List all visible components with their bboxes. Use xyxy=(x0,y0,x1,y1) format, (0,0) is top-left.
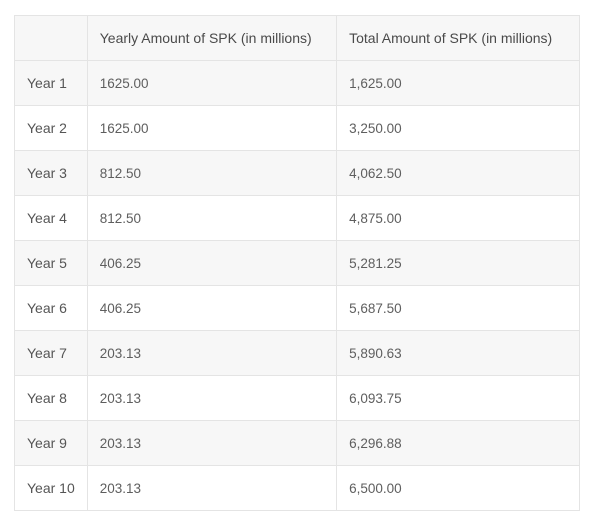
total-amount-cell: 5,281.25 xyxy=(336,240,580,286)
total-amount-cell: 6,296.88 xyxy=(336,420,580,466)
year-cell: Year 8 xyxy=(14,375,88,421)
yearly-amount-cell: 203.13 xyxy=(86,375,338,421)
year-cell: Year 7 xyxy=(14,330,88,376)
spk-distribution-table: Yearly Amount of SPK (in millions) Total… xyxy=(14,15,580,511)
year-cell: Year 1 xyxy=(14,60,88,106)
total-amount-cell: 4,062.50 xyxy=(336,150,580,196)
header-yearly-amount: Yearly Amount of SPK (in millions) xyxy=(86,15,338,61)
yearly-amount-cell: 203.13 xyxy=(86,420,338,466)
total-amount-cell: 4,875.00 xyxy=(336,195,580,241)
table-body: Year 1 1625.00 1,625.00 Year 2 1625.00 3… xyxy=(14,60,580,511)
year-cell: Year 6 xyxy=(14,285,88,331)
year-cell: Year 3 xyxy=(14,150,88,196)
year-cell: Year 4 xyxy=(14,195,88,241)
table-row: Year 4 812.50 4,875.00 xyxy=(14,195,580,241)
header-total-amount: Total Amount of SPK (in millions) xyxy=(336,15,580,61)
table-row: Year 9 203.13 6,296.88 xyxy=(14,420,580,466)
table-row: Year 3 812.50 4,062.50 xyxy=(14,150,580,196)
total-amount-cell: 3,250.00 xyxy=(336,105,580,151)
yearly-amount-cell: 1625.00 xyxy=(86,105,338,151)
year-cell: Year 2 xyxy=(14,105,88,151)
table-row: Year 2 1625.00 3,250.00 xyxy=(14,105,580,151)
table-row: Year 6 406.25 5,687.50 xyxy=(14,285,580,331)
table-row: Year 7 203.13 5,890.63 xyxy=(14,330,580,376)
table-row: Year 5 406.25 5,281.25 xyxy=(14,240,580,286)
year-cell: Year 10 xyxy=(14,465,88,511)
yearly-amount-cell: 203.13 xyxy=(86,465,338,511)
total-amount-cell: 6,500.00 xyxy=(336,465,580,511)
yearly-amount-cell: 1625.00 xyxy=(86,60,338,106)
total-amount-cell: 5,687.50 xyxy=(336,285,580,331)
table-row: Year 10 203.13 6,500.00 xyxy=(14,465,580,511)
table-header: Yearly Amount of SPK (in millions) Total… xyxy=(14,15,580,61)
table-row: Year 8 203.13 6,093.75 xyxy=(14,375,580,421)
yearly-amount-cell: 812.50 xyxy=(86,150,338,196)
yearly-amount-cell: 406.25 xyxy=(86,285,338,331)
yearly-amount-cell: 812.50 xyxy=(86,195,338,241)
yearly-amount-cell: 406.25 xyxy=(86,240,338,286)
yearly-amount-cell: 203.13 xyxy=(86,330,338,376)
total-amount-cell: 6,093.75 xyxy=(336,375,580,421)
spk-table-container: Yearly Amount of SPK (in millions) Total… xyxy=(14,15,580,511)
header-corner-cell xyxy=(14,15,88,61)
table-row: Year 1 1625.00 1,625.00 xyxy=(14,60,580,106)
total-amount-cell: 5,890.63 xyxy=(336,330,580,376)
total-amount-cell: 1,625.00 xyxy=(336,60,580,106)
header-row: Yearly Amount of SPK (in millions) Total… xyxy=(14,15,580,61)
year-cell: Year 5 xyxy=(14,240,88,286)
year-cell: Year 9 xyxy=(14,420,88,466)
